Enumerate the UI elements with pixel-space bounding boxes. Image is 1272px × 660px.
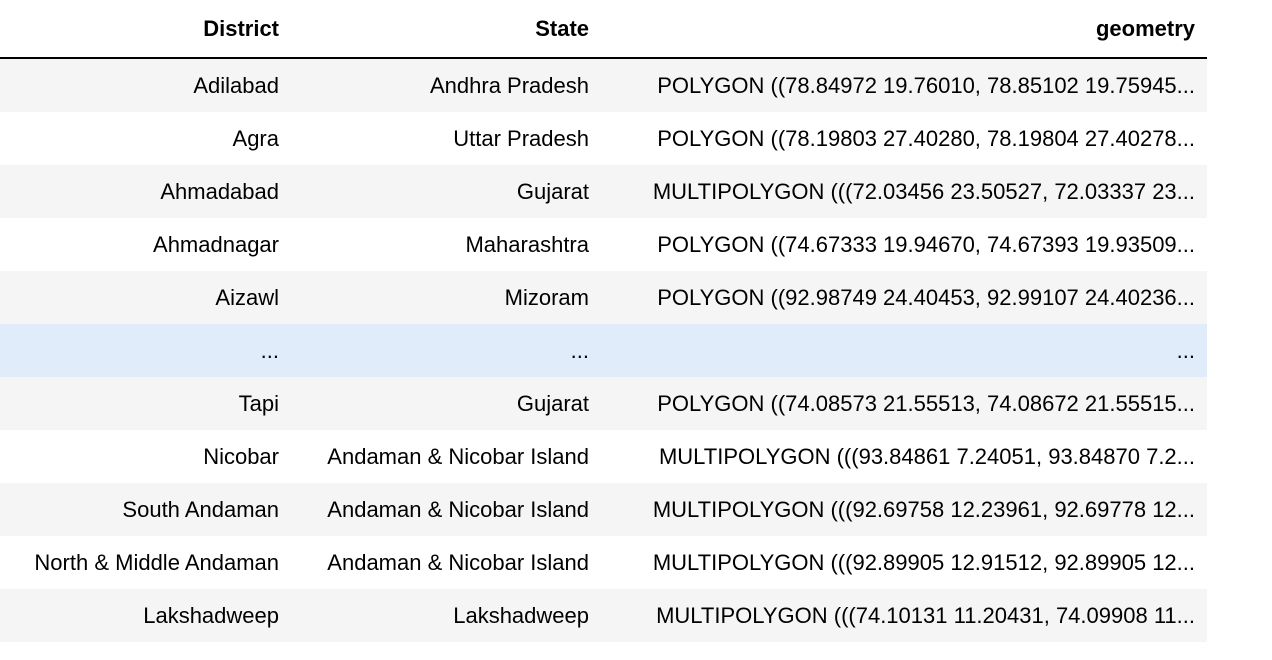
table-row: Ahmadnagar Maharashtra POLYGON ((74.67333 … [0,218,1207,271]
state-cell: Gujarat [516,178,589,204]
district-cell: North & Middle Andaman [34,549,279,575]
table-row: Agra Uttar Pradesh POLYGON ((78.19803 27.4… [0,112,1207,165]
column-header-geometry: geometry [601,0,1207,59]
state-cell: ... [570,337,589,363]
state-cell: Maharashtra [465,231,589,257]
geometry-cell: MULTIPOLYGON (((92.89905 12.91512, 92.89… [652,549,1195,575]
district-cell: Ahmadnagar [153,231,279,257]
header-row: District State geometry [0,0,1207,59]
state-cell: Andhra Pradesh [430,72,589,98]
district-cell: Tapi [238,390,279,416]
geometry-cell: MULTIPOLYGON (((93.84861 7.24051, 93.848… [658,443,1195,469]
geometry-cell: POLYGON ((78.19803 27.40280, 78.19804 27… [657,125,1195,151]
table-row: Ahmadabad Gujarat MULTIPOLYGON (((72.03456… [0,165,1207,218]
district-cell: Lakshadweep [143,602,279,628]
state-cell: Gujarat [516,390,589,416]
geometry-cell: MULTIPOLYGON (((72.03456 23.50527, 72.03… [652,178,1195,204]
state-cell: Uttar Pradesh [453,125,589,151]
table-row: Aizawl Mizoram POLYGON ((92.98749 24.40453… [0,271,1207,324]
district-cell: Ahmadabad [160,178,279,204]
geometry-cell: POLYGON ((74.08573 21.55513, 74.08672 21… [657,390,1195,416]
state-cell: Andaman & Nicobar Island [327,549,589,575]
geometry-cell: POLYGON ((74.67333 19.94670, 74.67393 19… [657,231,1195,257]
table-row: Lakshadweep Lakshadweep MULTIPOLYGON (((74… [0,589,1207,642]
column-header-district: District [0,0,291,59]
district-cell: South Andaman [122,496,279,522]
state-cell: Lakshadweep [453,602,589,628]
state-cell: Mizoram [504,284,589,310]
district-cell: Adilabad [193,72,279,98]
district-cell: Nicobar [203,443,279,469]
state-cell: Andaman & Nicobar Island [327,496,589,522]
geometry-cell: MULTIPOLYGON (((92.69758 12.23961, 92.69… [652,496,1195,522]
district-cell: ... [260,337,279,363]
table-row: ......... [0,324,1207,377]
table-row: South Andaman Andaman & Nicobar Island MUL… [0,483,1207,536]
table-row: Adilabad Andhra Pradesh POLYGON ((78.84972… [0,58,1207,112]
geometry-cell: ... [1176,337,1195,363]
column-header-state: State [291,0,601,59]
geometry-cell: MULTIPOLYGON (((74.10131 11.20431, 74.09… [656,602,1195,628]
district-cell: Aizawl [215,284,279,310]
geometry-cell: POLYGON ((92.98749 24.40453, 92.99107 24… [657,284,1195,310]
dataframe-table: District State geometry Adilabad Andhra P… [0,0,1207,642]
geometry-cell: POLYGON ((78.84972 19.76010, 78.85102 19… [657,72,1195,98]
table-row: North & Middle Andaman Andaman & Nicobar … [0,536,1207,589]
table-row: Tapi Gujarat POLYGON ((74.08573 21.55513, … [0,377,1207,430]
state-cell: Andaman & Nicobar Island [327,443,589,469]
district-cell: Agra [232,125,279,151]
table-row: Nicobar Andaman & Nicobar Island MULTIPOLY… [0,430,1207,483]
